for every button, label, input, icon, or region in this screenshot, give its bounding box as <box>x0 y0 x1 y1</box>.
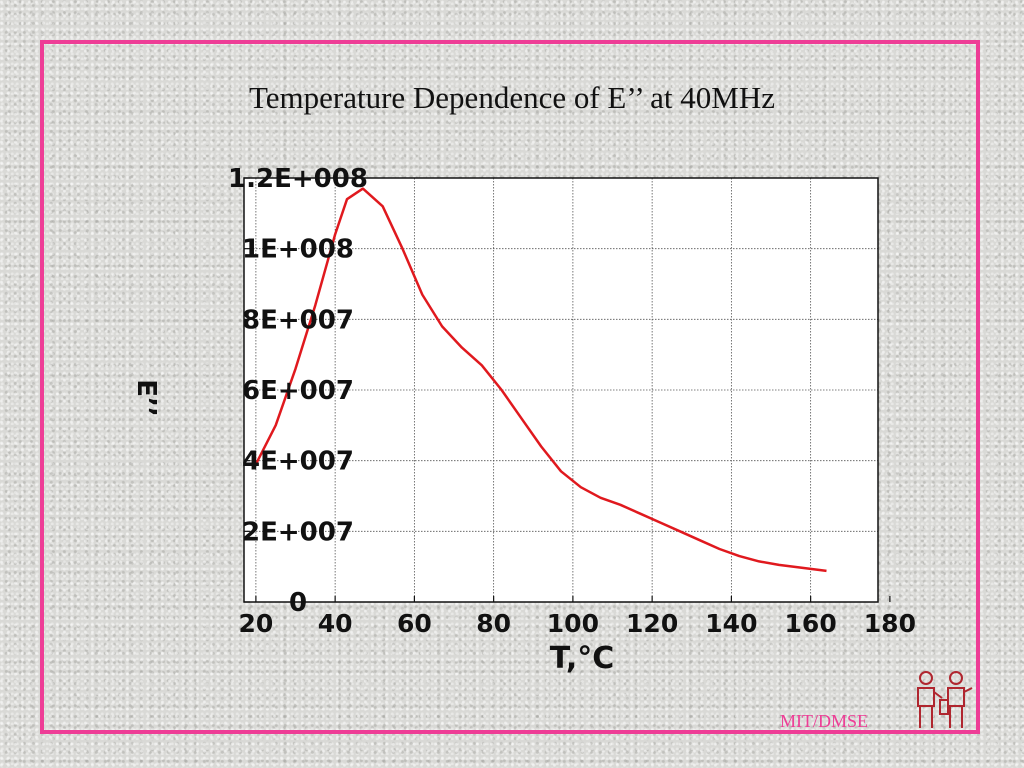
y-tick-label: 2E+007 <box>242 517 354 547</box>
slide-title: Temperature Dependence of E’’ at 40MHz <box>248 80 775 115</box>
y-tick-label: 4E+007 <box>242 447 354 477</box>
two-figures-logo-icon <box>917 671 973 728</box>
x-tick-label: 140 <box>705 609 757 638</box>
y-tick-label: 8E+007 <box>242 305 354 335</box>
footer-text: MIT/DMSE <box>780 711 869 731</box>
x-tick-label: 60 <box>397 609 432 638</box>
chart-grid <box>244 178 878 602</box>
y-axis-label: E’’ <box>131 379 161 417</box>
x-tick-label: 100 <box>547 609 599 638</box>
y-tick-label: 0 <box>289 588 307 618</box>
x-tick-label: 180 <box>864 609 916 638</box>
x-tick-label: 160 <box>785 609 837 638</box>
x-tick-label: 80 <box>476 609 511 638</box>
x-tick-label: 20 <box>238 609 273 638</box>
x-tick-label: 40 <box>318 609 353 638</box>
x-tick-label: 120 <box>626 609 678 638</box>
chart-series <box>254 187 827 573</box>
series-line-0 <box>254 187 827 573</box>
chart-axes <box>243 177 891 603</box>
x-axis-label: T,°C <box>550 641 615 676</box>
slide-frame <box>40 40 980 734</box>
y-tick-label: 1E+008 <box>242 235 354 265</box>
chart-labels: 0 2E+007 4E+007 6E+007 8E+007 1E+008 1.2E+008 2… <box>131 164 916 676</box>
y-tick-label: 1.2E+008 <box>228 164 368 194</box>
y-tick-label: 6E+007 <box>242 376 354 406</box>
